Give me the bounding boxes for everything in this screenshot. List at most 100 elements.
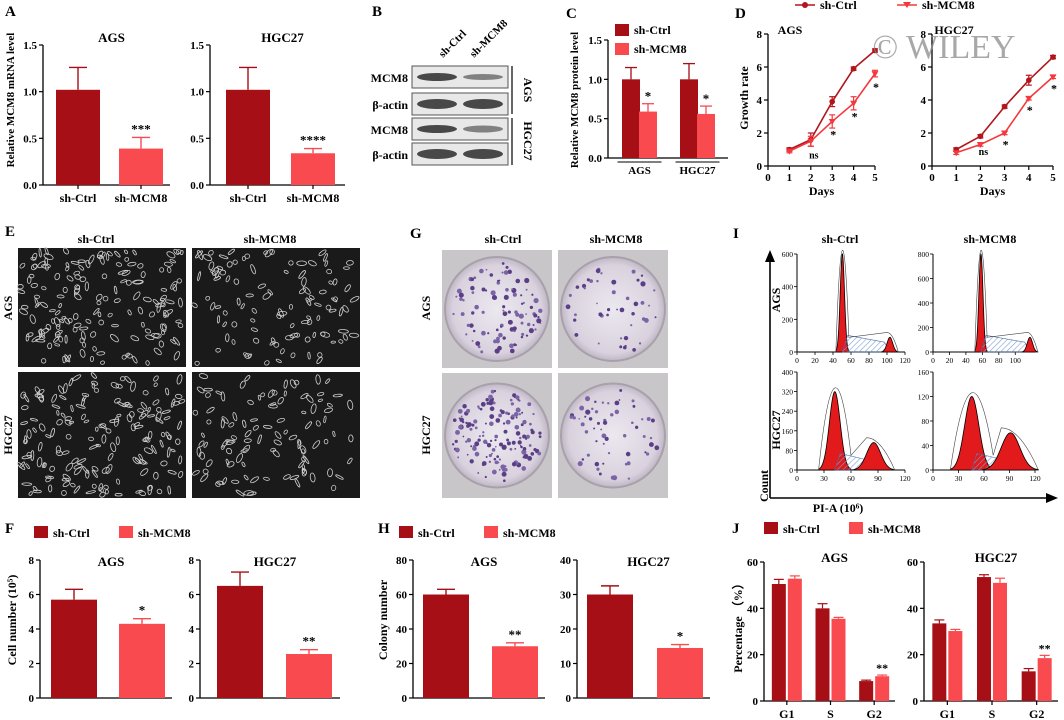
panel-e-cell: [320, 331, 326, 337]
panel-g-colony: [511, 461, 517, 467]
panel-g-colony: [481, 310, 485, 314]
panel-e-cell: [213, 276, 221, 281]
panel-g-colony: [594, 410, 599, 414]
panel-g-colony: [581, 458, 585, 461]
panel-g-colony: [452, 312, 455, 316]
panel-g-colony: [471, 311, 475, 315]
panel-g-colony: [533, 313, 538, 318]
panel-i-plot-1-x-tick-label: 0: [795, 356, 799, 365]
panel-g-colony: [630, 324, 633, 327]
panel-a-ags-bar-sh-ctrl: [56, 89, 100, 185]
panel-h-hgc27-y-tick-label: 10: [560, 659, 572, 671]
panel-i-plot-4-y-tick-label: 120: [918, 393, 930, 402]
panel-g-colony: [631, 421, 634, 425]
panel-e-cell: [173, 248, 180, 255]
panel-d-ags-significance: *: [830, 128, 836, 142]
panel-g-colony: [498, 442, 504, 447]
panel-e-cell: [347, 399, 354, 411]
panel-e-cell: [48, 484, 53, 493]
panel-e-cell-texture: [16, 247, 184, 366]
panel-g-colony: [600, 272, 603, 275]
panel-g-column-label: sh-Ctrl: [485, 232, 522, 246]
panel-g-colony: [537, 316, 540, 319]
panel-g-colony: [458, 424, 463, 430]
panel-g-colony: [484, 289, 488, 292]
panel-e-cell: [114, 250, 121, 258]
panel-e-cell: [170, 280, 178, 290]
panel-e-cell: [81, 398, 85, 407]
panel-e-cell: [117, 401, 127, 408]
panel-j-legend-swatch-sh-ctrl: [764, 522, 778, 534]
panel-b-band: [417, 125, 457, 133]
panel-g-colony: [638, 342, 642, 345]
panel-g-colony: [614, 409, 620, 415]
panel-e-cell: [18, 308, 28, 315]
panel-e-cell: [121, 269, 131, 276]
panel-e-cell: [173, 351, 181, 361]
panel-d-hgc27-y-tick-label: 4: [921, 95, 927, 107]
panel-g-colony: [596, 279, 599, 283]
panel-d-ags-point-sh-mcm8: [807, 138, 815, 145]
panel-e-cell: [70, 404, 74, 413]
panel-a-hgc27-title: HGC27: [261, 30, 304, 45]
panel-d-hgc27-significance: *: [1003, 138, 1009, 152]
panel-e-cell: [198, 440, 205, 448]
panel-e-cell: [83, 419, 90, 424]
panel-g-colony: [596, 302, 598, 305]
panel-j-hgc27-bar-sh-mcm8: [948, 631, 963, 701]
panel-e-cell: [273, 342, 280, 348]
panel-g-colony: [503, 270, 509, 275]
panel-e-cell: [241, 461, 246, 468]
panel-e-cell: [302, 286, 311, 295]
panel-e-cell: [165, 387, 170, 396]
panel-e-cell: [332, 430, 336, 437]
panel-e-cell: [175, 393, 183, 399]
panel-b-band: [463, 74, 503, 80]
panel-e-cell: [173, 336, 180, 346]
panel-e-cell: [31, 252, 38, 260]
panel-i-plot-3-y-tick-label: 160: [782, 427, 794, 436]
panel-d-legend-marker-sh-ctrl: [802, 2, 808, 8]
panel-e-cell: [300, 393, 309, 400]
panel-g-colony: [537, 451, 542, 456]
panel-e-cell: [29, 418, 38, 422]
panel-g-colony: [602, 420, 608, 425]
panel-g-colony: [509, 398, 513, 402]
panel-e-cell: [272, 449, 280, 458]
panel-e-cell: [220, 444, 225, 450]
panel-f-y-label: Cell number (10⁵): [5, 575, 19, 666]
panel-e-cell: [226, 261, 233, 268]
panel-e-cell: [317, 392, 325, 397]
panel-g-colony: [521, 466, 527, 471]
panel-g-colony: [490, 389, 495, 394]
panel-e-cell: [41, 286, 47, 291]
panel-h-hgc27-y-tick-label: 30: [560, 590, 572, 602]
panel-g-colony: [481, 434, 485, 438]
panel-g-colony: [584, 415, 587, 418]
panel-g-colony: [632, 404, 636, 408]
panel-e-cell: [66, 275, 74, 282]
panel-e-cell: [307, 260, 317, 267]
panel-g-colony: [502, 422, 506, 425]
panel-g-colony: [511, 288, 514, 291]
panel-c-bar-sh-ctrl: [622, 79, 640, 158]
panel-e-cell: [269, 249, 275, 255]
panel-e-cell: [54, 317, 61, 327]
panel-e-cell: [54, 310, 61, 316]
panel-j-ags-x-tick-label: G2: [866, 707, 881, 720]
panel-e-cell: [226, 447, 233, 455]
panel-g-colony: [471, 291, 475, 294]
panel-j-ags-bar-sh-ctrl: [771, 584, 786, 701]
panel-h-legend-label: sh-MCM8: [503, 526, 556, 540]
panel-c-y-tick-label: 1.0: [588, 74, 602, 86]
panel-b-row-label: MCM8: [371, 123, 408, 137]
panel-i-plot-3-y-tick-label: 240: [782, 407, 794, 416]
panel-b-blot-strip: [411, 117, 509, 141]
panel-h-ags-title: AGS: [471, 554, 498, 569]
panel-i-row-label: HGC27: [769, 410, 783, 449]
panel-d-hgc27-x-tick-label: 1: [953, 172, 959, 184]
panel-b-row-label: MCM8: [371, 71, 408, 85]
panel-e-cell: [140, 468, 149, 476]
panel-e-cell: [235, 489, 245, 497]
